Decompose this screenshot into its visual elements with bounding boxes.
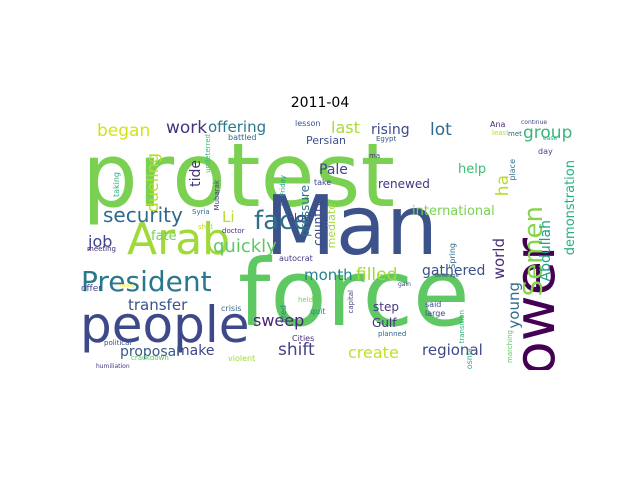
word: held	[298, 296, 314, 304]
word: shift	[278, 340, 315, 360]
word: offering	[208, 120, 267, 136]
word: Syria	[192, 208, 210, 216]
word: Abdullah	[538, 220, 554, 282]
word: political	[104, 339, 132, 347]
word: people	[80, 296, 250, 354]
word: Man	[265, 179, 438, 274]
word: least	[492, 129, 509, 137]
word: Egypt	[376, 135, 397, 143]
word: work	[166, 120, 208, 138]
word: Cities	[292, 334, 315, 343]
word: young	[505, 282, 523, 329]
word: force	[238, 240, 470, 347]
word: protest	[82, 124, 395, 227]
word: Bosnia	[465, 348, 474, 370]
word: taking	[112, 172, 121, 198]
word: filled	[356, 265, 398, 285]
word: group	[523, 123, 573, 143]
word: transfer	[128, 296, 188, 314]
figure-title: 2011-04	[290, 95, 350, 111]
word: last	[331, 120, 360, 137]
word: crackdown	[131, 354, 169, 362]
word: day	[538, 147, 553, 156]
word: battled	[228, 133, 257, 142]
word: beverage	[435, 273, 459, 279]
word: regional	[422, 341, 483, 359]
word: shot	[198, 223, 214, 231]
word: place	[508, 159, 517, 181]
word: offer	[81, 284, 102, 294]
word: Ana	[490, 120, 506, 129]
word: Li	[222, 208, 235, 226]
word: world	[490, 238, 508, 280]
word: create	[348, 343, 399, 362]
word: undeterred	[204, 134, 212, 173]
word: crisis	[221, 304, 242, 313]
word: capital	[347, 290, 355, 314]
word: security	[103, 203, 183, 227]
word: quickly	[213, 236, 277, 257]
word: Gulf	[372, 316, 397, 330]
word: Mubarak	[213, 180, 221, 211]
word: dueling	[143, 153, 162, 213]
word: marching	[506, 330, 514, 363]
word: fired	[279, 305, 288, 324]
word: met	[508, 130, 522, 138]
word: step	[373, 300, 399, 314]
word: ease	[543, 135, 558, 142]
word: international	[412, 204, 495, 219]
word-cloud: protest Man force Arab people power face…	[80, 120, 576, 370]
word: mediate	[325, 203, 338, 249]
word: fate	[151, 229, 177, 244]
word: large	[425, 309, 446, 318]
word: lot	[430, 120, 452, 140]
word: job	[88, 232, 113, 251]
word: transition	[458, 310, 466, 344]
word: help	[458, 162, 487, 177]
word: lesson	[295, 120, 321, 128]
word: Friday	[279, 175, 287, 197]
word: began	[97, 121, 151, 141]
word: proposal	[120, 344, 181, 360]
word: tide	[188, 160, 204, 187]
word: face	[254, 206, 310, 236]
word: gathered	[422, 263, 486, 279]
word: autocrat	[279, 254, 313, 263]
word: said	[425, 300, 442, 309]
word: rising	[371, 122, 410, 138]
word: ma	[369, 152, 381, 160]
word: renewed	[378, 177, 430, 191]
word: Spring	[448, 243, 457, 269]
word: planned	[378, 330, 407, 338]
word: bloc	[287, 211, 310, 224]
word: Persian	[306, 134, 347, 147]
word: make	[176, 343, 215, 359]
word: continue	[521, 120, 548, 126]
word: violent	[228, 354, 256, 363]
word: quit	[310, 307, 326, 316]
word: ruling	[120, 283, 135, 289]
word: President	[81, 265, 212, 298]
word: demonstration	[563, 160, 576, 256]
word: month	[304, 266, 353, 284]
word: Arab	[127, 214, 231, 265]
word: meeting	[87, 245, 117, 253]
word: sweep	[253, 311, 305, 330]
word: doctor	[222, 227, 245, 235]
word: humiliation	[96, 363, 130, 370]
word: gain	[398, 281, 411, 288]
word: Pale	[319, 162, 348, 178]
word: take	[314, 178, 332, 187]
word: country	[311, 200, 325, 246]
